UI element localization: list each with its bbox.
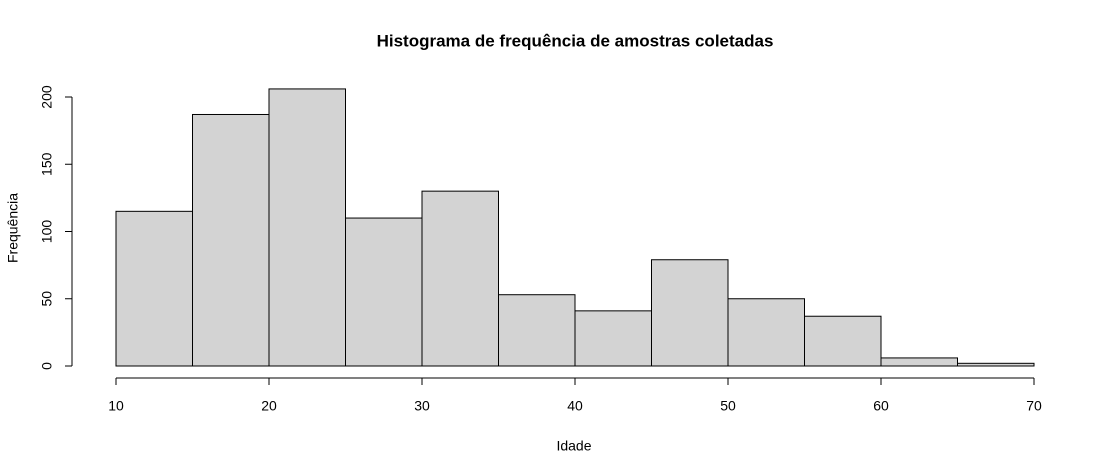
x-tick-label: 50 <box>720 398 736 414</box>
bar <box>421 190 499 367</box>
bar <box>192 113 270 367</box>
y-tick-label: 100 <box>39 220 55 244</box>
y-tick-label: 0 <box>39 362 55 370</box>
x-tick-label: 20 <box>261 398 277 414</box>
bar <box>574 310 652 367</box>
bar <box>345 217 423 367</box>
y-tick-label: 150 <box>39 152 55 176</box>
bar <box>498 294 576 367</box>
x-tick-label: 60 <box>873 398 889 414</box>
bar <box>880 357 958 367</box>
y-axis-label: Frequência <box>5 193 21 263</box>
x-tick-label: 10 <box>108 398 124 414</box>
chart-title: Histograma de frequência de amostras col… <box>377 31 774 50</box>
bar <box>651 259 729 367</box>
bar <box>268 88 346 367</box>
bar <box>727 298 805 367</box>
bar <box>115 210 193 367</box>
x-tick-label: 70 <box>1026 398 1042 414</box>
y-tick-label: 50 <box>39 291 55 307</box>
y-tick-label: 200 <box>39 85 55 109</box>
x-tick-label: 40 <box>567 398 583 414</box>
bar <box>957 362 1035 367</box>
bar <box>804 315 882 367</box>
x-axis-label: Idade <box>556 438 591 454</box>
x-tick-label: 30 <box>414 398 430 414</box>
